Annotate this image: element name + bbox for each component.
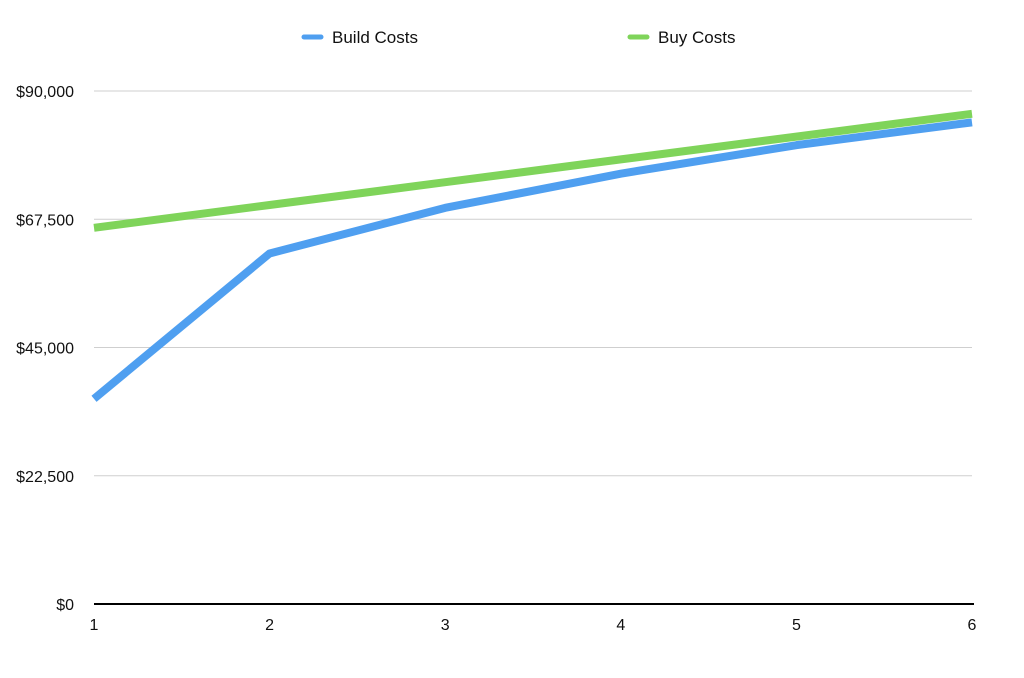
legend-item-buy-costs: Buy Costs [627,28,735,47]
y-tick-label: $0 [56,597,74,614]
series-line-buy-costs [93,109,973,232]
legend-label: Buy Costs [658,28,735,47]
y-tick-label: $67,500 [16,212,74,229]
legend-item-build-costs: Build Costs [301,28,418,47]
x-tick-label: 1 [90,617,99,634]
x-tick-label: 4 [616,617,625,634]
y-tick-label: $45,000 [16,341,74,358]
x-tick-label: 2 [265,617,274,634]
series-line-build-costs [91,118,973,402]
legend-label: Build Costs [332,28,418,47]
x-tick-label: 6 [968,617,977,634]
grid [94,90,974,605]
y-tick-label: $22,500 [16,469,74,486]
y-axis: $0 $22,500 $45,000 $67,500 $90,000 [16,84,74,614]
x-tick-label: 5 [792,617,801,634]
legend: Build Costs Buy Costs [301,28,735,47]
series-lines [91,109,973,402]
x-tick-label: 3 [441,617,450,634]
y-tick-label: $90,000 [16,84,74,101]
x-axis: 1 2 3 4 5 6 [90,617,977,634]
